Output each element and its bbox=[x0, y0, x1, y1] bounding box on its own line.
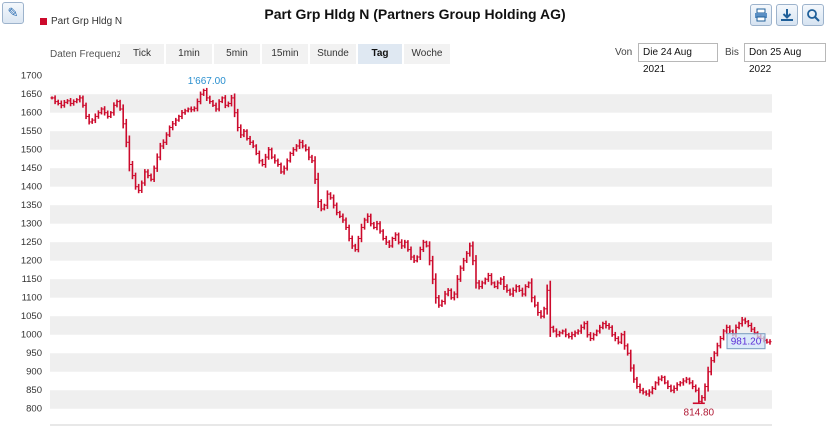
legend: Part Grp Hldg N bbox=[40, 16, 122, 27]
tab-woche[interactable]: Woche bbox=[404, 44, 452, 64]
y-tick-label: 1050 bbox=[21, 311, 42, 322]
y-tick-label: 850 bbox=[26, 385, 42, 396]
to-label: Bis bbox=[725, 47, 739, 58]
legend-swatch bbox=[40, 18, 47, 25]
pencil-icon[interactable]: ✎ bbox=[2, 2, 24, 24]
legend-label: Part Grp Hldg N bbox=[51, 16, 123, 27]
frequency-tabs: Tick 1min 5min 15min Stunde Tag Woche bbox=[120, 44, 452, 64]
last-value-box bbox=[726, 333, 766, 350]
y-tick-label: 1100 bbox=[22, 293, 42, 304]
grid-band bbox=[50, 390, 772, 409]
grid-band bbox=[50, 131, 772, 150]
tab-tag[interactable]: Tag bbox=[358, 44, 404, 64]
grid-band bbox=[50, 316, 772, 335]
y-tick-label: 1300 bbox=[21, 219, 42, 230]
tab-15min[interactable]: 15min bbox=[262, 44, 310, 64]
grid-band bbox=[50, 279, 772, 298]
tab-5min[interactable]: 5min bbox=[214, 44, 262, 64]
y-tick-label: 950 bbox=[26, 348, 42, 359]
low-annotation: 814.80 bbox=[684, 407, 715, 418]
zoom-icon[interactable] bbox=[802, 4, 824, 26]
y-tick-label: 1400 bbox=[21, 182, 42, 193]
y-tick-label: 1500 bbox=[21, 145, 42, 156]
y-tick-label: 1350 bbox=[21, 200, 42, 211]
grid-band bbox=[50, 168, 772, 187]
last-value-label: 981.20 bbox=[731, 337, 762, 348]
tab-1min[interactable]: 1min bbox=[166, 44, 214, 64]
y-tick-label: 1650 bbox=[21, 89, 42, 100]
grid-band bbox=[50, 94, 772, 113]
y-tick-label: 1700 bbox=[21, 71, 42, 82]
from-label: Von bbox=[615, 47, 633, 58]
y-tick-label: 1150 bbox=[22, 274, 42, 285]
toolbar bbox=[750, 4, 824, 26]
tab-stunde[interactable]: Stunde bbox=[310, 44, 358, 64]
print-icon[interactable] bbox=[750, 4, 772, 26]
grid-band bbox=[50, 353, 772, 372]
y-tick-label: 800 bbox=[26, 404, 42, 415]
grid-band bbox=[50, 205, 772, 224]
y-tick-label: 1550 bbox=[21, 126, 42, 137]
y-tick-label: 1000 bbox=[21, 330, 42, 341]
y-tick-label: 1250 bbox=[21, 237, 42, 248]
from-date-input[interactable]: Die 24 Aug 2021 bbox=[638, 43, 718, 75]
y-tick-label: 1200 bbox=[21, 256, 42, 267]
high-annotation: 1'667.00 bbox=[188, 76, 226, 87]
to-date-input[interactable]: Don 25 Aug 2022 bbox=[744, 43, 826, 75]
tab-tick[interactable]: Tick bbox=[120, 44, 166, 64]
frequency-label: Daten Frequenz bbox=[50, 49, 122, 60]
y-tick-label: 1600 bbox=[21, 108, 42, 119]
chart-title: Part Grp Hldg N (Partners Group Holding … bbox=[264, 6, 566, 22]
y-tick-label: 900 bbox=[26, 367, 42, 378]
y-tick-label: 1450 bbox=[21, 163, 42, 174]
price-chart: 800 850 900 950 1000 1050 1100 1150 1200 1250 1300… bbox=[21, 71, 772, 426]
download-icon[interactable] bbox=[776, 4, 798, 26]
